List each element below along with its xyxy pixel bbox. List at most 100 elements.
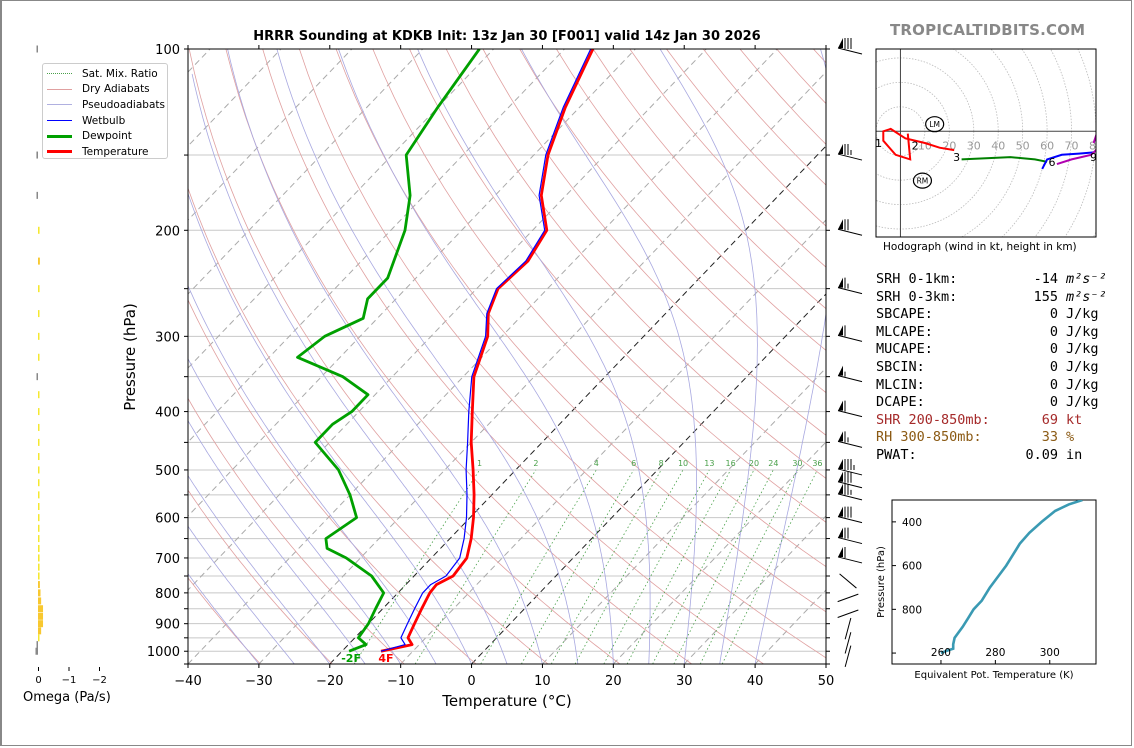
theta-e-x-label: Equivalent Pot. Temperature (K) (914, 670, 1073, 681)
barb-pennant (838, 483, 843, 494)
wind-barb (837, 144, 863, 161)
mixing-ratio-label: 10 (678, 459, 688, 468)
barb-staff (837, 493, 863, 501)
stat-unit: % (1066, 429, 1075, 446)
omega-bar (38, 438, 40, 446)
pseudoadiabat (188, 284, 437, 664)
pseudoadiabat (417, 49, 651, 664)
pseudoadiabat (188, 419, 366, 664)
stat-label: DCAPE: (876, 394, 925, 411)
mixing-ratio-label: 6 (631, 459, 636, 468)
x-tick-label: 10 (534, 674, 551, 689)
barb-pennant (838, 325, 843, 336)
temperature-line (380, 49, 595, 653)
dry-adiabat (519, 49, 826, 394)
stat-row: SRH 0-1km: -14 m²s⁻² (876, 271, 1107, 289)
hodograph-height-label: 9 (1090, 151, 1097, 164)
omega-bar (38, 514, 40, 522)
isotherm (188, 49, 636, 517)
dry-adiabat (445, 49, 826, 479)
omega-bar (38, 535, 40, 543)
skewt-profiles: -2F 4F (296, 49, 595, 664)
hodograph-caption: Hodograph (wind in kt, height in km) (883, 241, 1077, 253)
stat-row: SBCAPE: 0 J/kg (876, 306, 1107, 324)
stat-label: MLCIN: (876, 376, 925, 393)
omega-bar (38, 226, 40, 234)
stat-unit: J/kg (1066, 306, 1099, 323)
legend-item: Temperature (47, 144, 167, 160)
pseudoadiabat (754, 49, 826, 664)
wind-barb (844, 645, 852, 667)
mixing-ratio-line (521, 469, 635, 664)
pseudoadiabat (188, 357, 402, 664)
wind-barb (837, 325, 863, 342)
stat-unit: m²s⁻² (1066, 271, 1107, 287)
x-tick-label: 50 (818, 674, 835, 689)
dewpoint-line (296, 49, 481, 653)
storm-motion-label: RM (917, 177, 929, 186)
y-tick-label: 400 (155, 406, 180, 421)
barb-pennant (838, 546, 843, 557)
stat-unit: J/kg (1066, 323, 1099, 340)
pseudoadiabat (191, 73, 508, 664)
barb-staff (837, 609, 859, 618)
barb-staff (837, 410, 863, 418)
y-tick-label: 100 (155, 43, 180, 58)
stat-label: MUCAPE: (876, 341, 933, 358)
hodograph-height-label: 2 (912, 139, 919, 152)
barb-staff (837, 481, 863, 489)
wind-barb (837, 431, 863, 448)
hodograph-ring-label: 60 (1040, 139, 1054, 152)
omega-bar (36, 641, 38, 649)
hodograph-trace (1056, 134, 1096, 166)
legend-item: Dewpoint (47, 128, 167, 144)
dry-adiabat (592, 49, 826, 310)
barb-pennant (838, 471, 843, 482)
theta-e-y-tick-label: 800 (902, 604, 922, 616)
pseudoadiabat (227, 49, 543, 664)
y-tick-label: 1000 (147, 645, 180, 660)
wind-barb (837, 527, 863, 545)
omega-bar (38, 612, 44, 620)
dry-adiabat (556, 49, 826, 351)
dry-adiabat (299, 49, 826, 659)
barb-staff (837, 537, 863, 545)
stat-unit: J/kg (1066, 394, 1099, 411)
omega-bar (38, 627, 42, 635)
isotherm (188, 49, 565, 443)
mixing-ratio-label: 16 (726, 459, 736, 468)
mixing-ratio-label: 13 (704, 459, 714, 468)
omega-bar (38, 408, 40, 416)
stat-label: RH 300-850mb: (876, 429, 982, 446)
barb-pennant (838, 144, 843, 155)
wind-barb (839, 573, 857, 589)
dry-adiabat (482, 49, 826, 436)
mixing-ratio-label: 2 (533, 459, 538, 468)
stat-value: -14 (1033, 271, 1058, 287)
wind-barb (837, 609, 859, 618)
hodograph-ring-label: 50 (1016, 139, 1030, 152)
mixing-ratio-label: 36 (812, 459, 822, 468)
omega-bar (38, 620, 44, 628)
wind-barbs (837, 38, 863, 667)
legend-label: Pseudoadiabats (82, 98, 165, 111)
hodograph-ring-label: 80 (1089, 139, 1103, 152)
omega-bar (38, 257, 40, 265)
dry-adiabat (188, 187, 549, 664)
stat-value: 155 (1033, 288, 1058, 305)
stat-row: SRH 0-3km: 155 m²s⁻² (876, 289, 1107, 307)
theta-e-border (891, 499, 1097, 665)
wetbulb-line (380, 49, 592, 652)
barb-staff (837, 440, 863, 448)
barb-staff (837, 556, 863, 564)
omega-tick-label: −1 (62, 675, 77, 686)
wind-barb (837, 219, 863, 236)
mixing-ratio-line (414, 469, 537, 664)
omega-bar (38, 503, 40, 511)
omega-bar (38, 589, 41, 597)
dry-adiabat (409, 49, 826, 523)
stat-row: RH 300-850mb: 33% (876, 429, 1107, 447)
barb-pennant (838, 506, 843, 517)
